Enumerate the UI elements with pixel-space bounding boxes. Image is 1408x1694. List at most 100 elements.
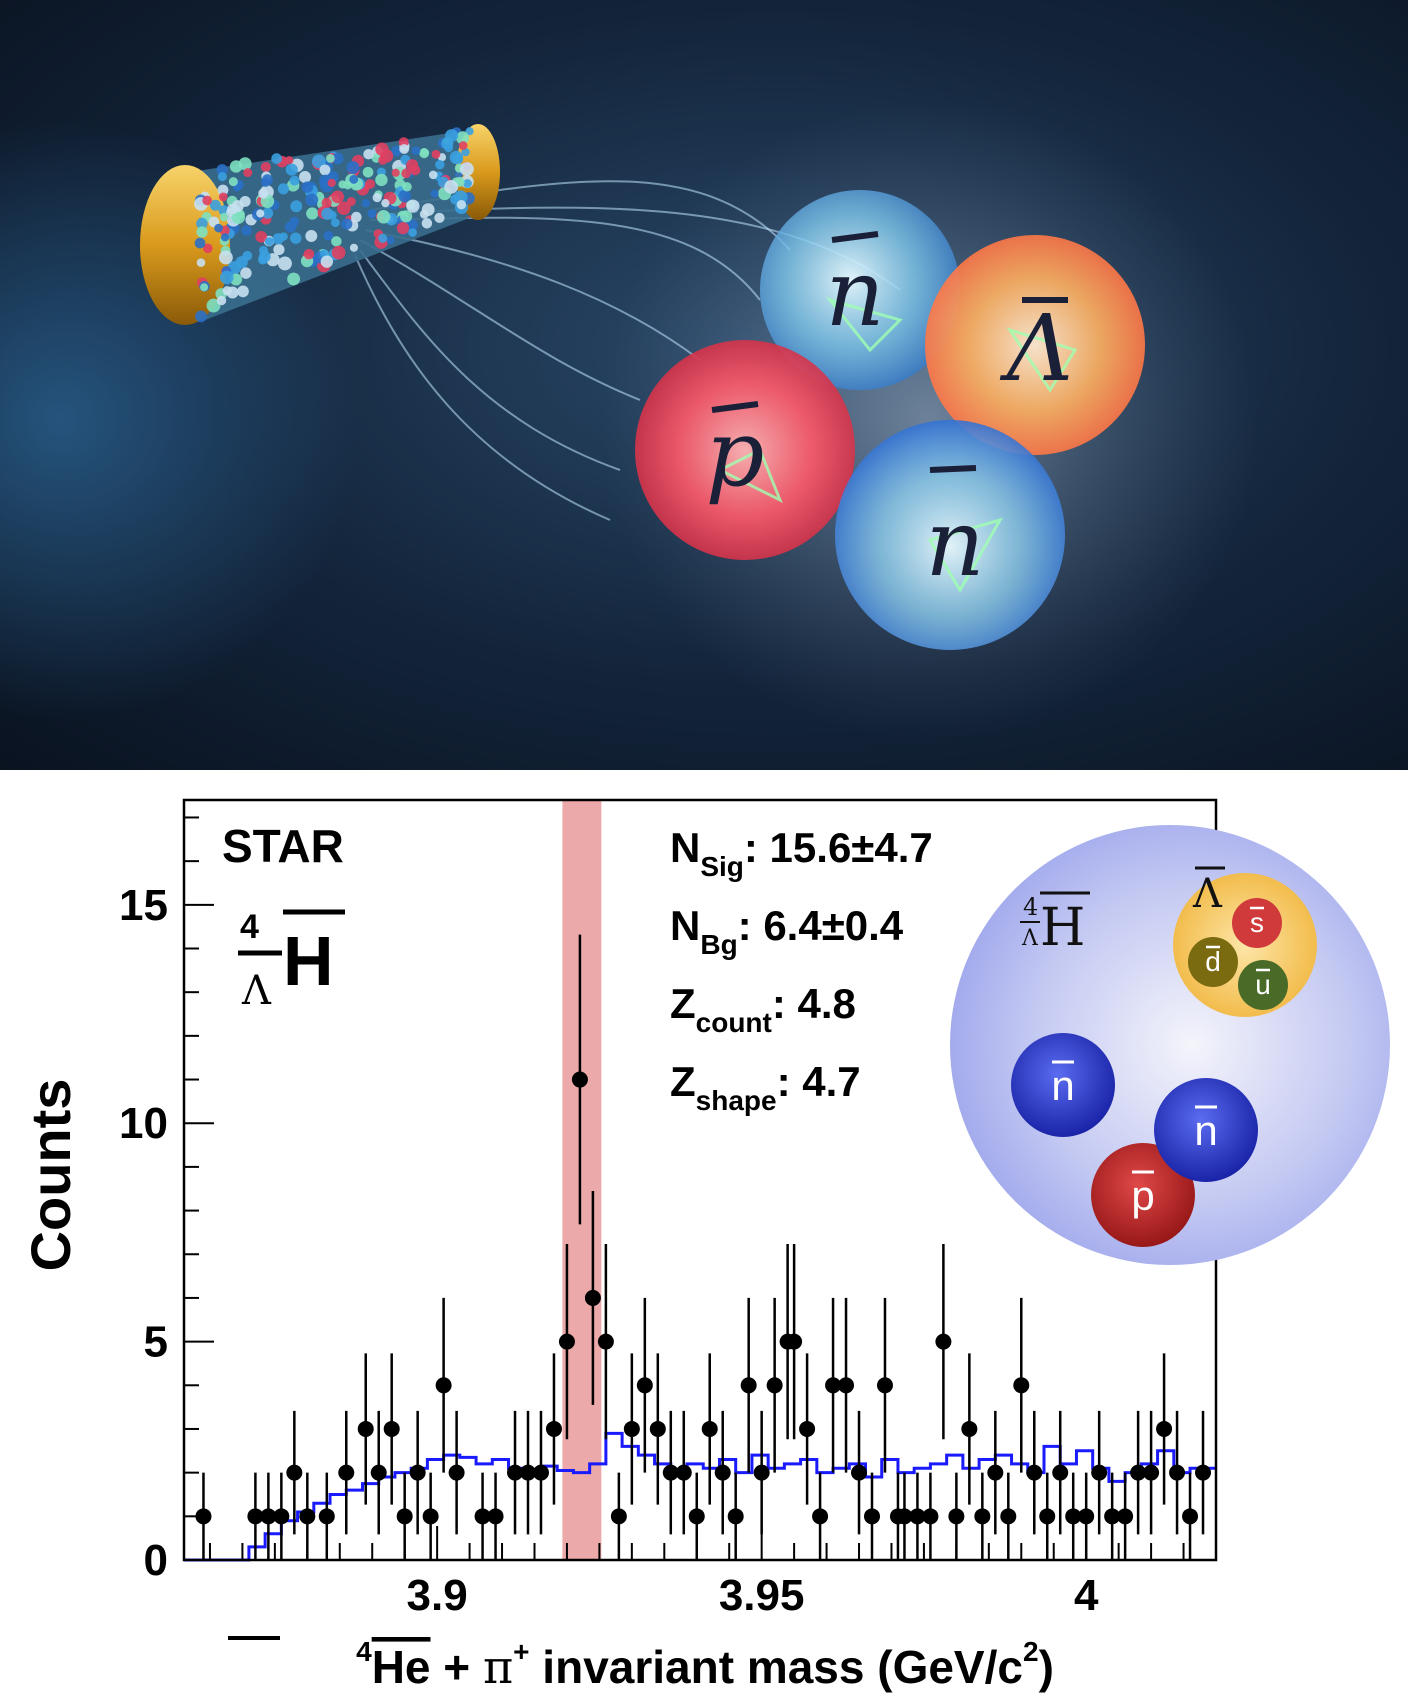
y-tick-label: 0 bbox=[144, 1536, 168, 1585]
data-point bbox=[195, 1508, 212, 1525]
data-point bbox=[825, 1377, 842, 1394]
x-tick-label: 3.9 bbox=[407, 1571, 468, 1620]
data-point bbox=[649, 1420, 666, 1437]
particle-label-n-bottom: n bbox=[925, 490, 984, 597]
heavy-ion-collision bbox=[140, 124, 500, 325]
data-point bbox=[1117, 1508, 1134, 1525]
data-point bbox=[1130, 1464, 1147, 1481]
experiment-label: STAR bbox=[222, 820, 344, 872]
particle-symbol-label: 4 Λ H bbox=[238, 908, 345, 1014]
data-point bbox=[1078, 1508, 1095, 1525]
data-point bbox=[370, 1464, 387, 1481]
svg-text:n: n bbox=[1051, 1062, 1074, 1109]
svg-text:Λ: Λ bbox=[1192, 871, 1223, 917]
data-point bbox=[357, 1420, 374, 1437]
data-point bbox=[753, 1464, 770, 1481]
hypernucleus-inset: s d u n n p 4 Λ H Λ bbox=[950, 825, 1390, 1265]
svg-text:n: n bbox=[1194, 1107, 1217, 1154]
data-point bbox=[487, 1508, 504, 1525]
data-point bbox=[974, 1508, 991, 1525]
inset-quark-s bbox=[1232, 898, 1282, 948]
data-point bbox=[688, 1508, 705, 1525]
data-point bbox=[1143, 1464, 1160, 1481]
data-point bbox=[1065, 1508, 1082, 1525]
data-point bbox=[318, 1508, 335, 1525]
svg-text:Λ: Λ bbox=[1021, 926, 1039, 951]
svg-text:p: p bbox=[1131, 1172, 1154, 1219]
signal-window-band bbox=[562, 800, 602, 1560]
data-point bbox=[1000, 1508, 1017, 1525]
data-point bbox=[1026, 1464, 1043, 1481]
x-label-he: He bbox=[372, 1641, 431, 1693]
data-point bbox=[396, 1508, 413, 1525]
svg-text:4: 4 bbox=[240, 908, 259, 946]
svg-text:Λ: Λ bbox=[241, 968, 272, 1014]
data-point bbox=[714, 1464, 731, 1481]
svg-text:d: d bbox=[1205, 946, 1221, 977]
particle-label-n-top: n bbox=[825, 240, 884, 347]
data-point bbox=[701, 1420, 718, 1437]
svg-text:4: 4 bbox=[1023, 893, 1038, 921]
data-point bbox=[1195, 1464, 1212, 1481]
y-axis-ticks: 0 5 10 15 bbox=[119, 816, 214, 1585]
svg-text:H: H bbox=[1040, 898, 1085, 958]
data-point bbox=[909, 1508, 926, 1525]
data-point bbox=[383, 1420, 400, 1437]
data-point bbox=[864, 1508, 880, 1525]
data-point bbox=[474, 1508, 491, 1525]
data-point bbox=[507, 1464, 524, 1481]
data-point bbox=[851, 1464, 868, 1481]
data-point bbox=[448, 1464, 465, 1481]
y-tick-label: 10 bbox=[119, 1099, 168, 1148]
data-point bbox=[273, 1508, 290, 1525]
data-point bbox=[896, 1508, 913, 1525]
data-point bbox=[286, 1464, 303, 1481]
inset-antineutron-2 bbox=[1154, 1078, 1258, 1182]
data-point bbox=[727, 1508, 744, 1525]
data-point bbox=[597, 1333, 614, 1350]
svg-text:s: s bbox=[1250, 907, 1264, 938]
data-point bbox=[948, 1508, 965, 1525]
data-point bbox=[636, 1377, 653, 1394]
data-point bbox=[766, 1377, 783, 1394]
x-axis-ticks: 3.9 3.95 4 bbox=[208, 1526, 1217, 1620]
data-point bbox=[799, 1420, 816, 1437]
svg-text:H: H bbox=[283, 922, 334, 1000]
data-point bbox=[338, 1464, 355, 1481]
data-point bbox=[961, 1420, 978, 1437]
data-point bbox=[409, 1464, 426, 1481]
data-point bbox=[1104, 1508, 1121, 1525]
data-point bbox=[740, 1377, 757, 1394]
data-point bbox=[299, 1508, 316, 1525]
data-point bbox=[532, 1464, 549, 1481]
data-points-group bbox=[195, 934, 1212, 1560]
data-point bbox=[558, 1333, 575, 1350]
y-axis-label: Counts bbox=[19, 1079, 82, 1272]
data-point bbox=[623, 1420, 640, 1437]
stat-line: NBg: 6.4±0.4 bbox=[670, 902, 904, 960]
x-axis-label: 4He + π+ invariant mass (GeV/c2) bbox=[356, 1636, 1054, 1694]
data-point bbox=[786, 1333, 803, 1350]
stat-line: NSig: 15.6±4.7 bbox=[670, 824, 933, 882]
x-tick-label: 3.95 bbox=[719, 1571, 805, 1620]
data-point bbox=[1169, 1464, 1186, 1481]
fit-statistics: NSig: 15.6±4.7 NBg: 6.4±0.4 Zcount: 4.8 Zsh… bbox=[670, 824, 933, 1116]
data-point bbox=[838, 1377, 855, 1394]
svg-text:u: u bbox=[1255, 969, 1271, 1000]
inset-antiproton bbox=[1091, 1143, 1195, 1247]
data-point bbox=[247, 1508, 264, 1525]
stat-line: Zshape: 4.7 bbox=[670, 1058, 861, 1116]
data-point bbox=[610, 1508, 627, 1525]
hypernucleus-illustration: n Λ p n bbox=[0, 0, 1408, 772]
particle-label-lambda: Λ bbox=[999, 295, 1073, 402]
y-tick-label: 15 bbox=[119, 881, 168, 930]
stat-line: Zcount: 4.8 bbox=[670, 980, 856, 1038]
data-point bbox=[1182, 1508, 1199, 1525]
data-point bbox=[422, 1508, 439, 1525]
x-tick-label: 4 bbox=[1074, 1571, 1099, 1620]
inset-quark-d bbox=[1188, 937, 1238, 987]
data-point bbox=[1039, 1508, 1056, 1525]
data-point bbox=[662, 1464, 679, 1481]
data-point bbox=[1013, 1377, 1030, 1394]
particle-label-p: p bbox=[706, 400, 765, 507]
